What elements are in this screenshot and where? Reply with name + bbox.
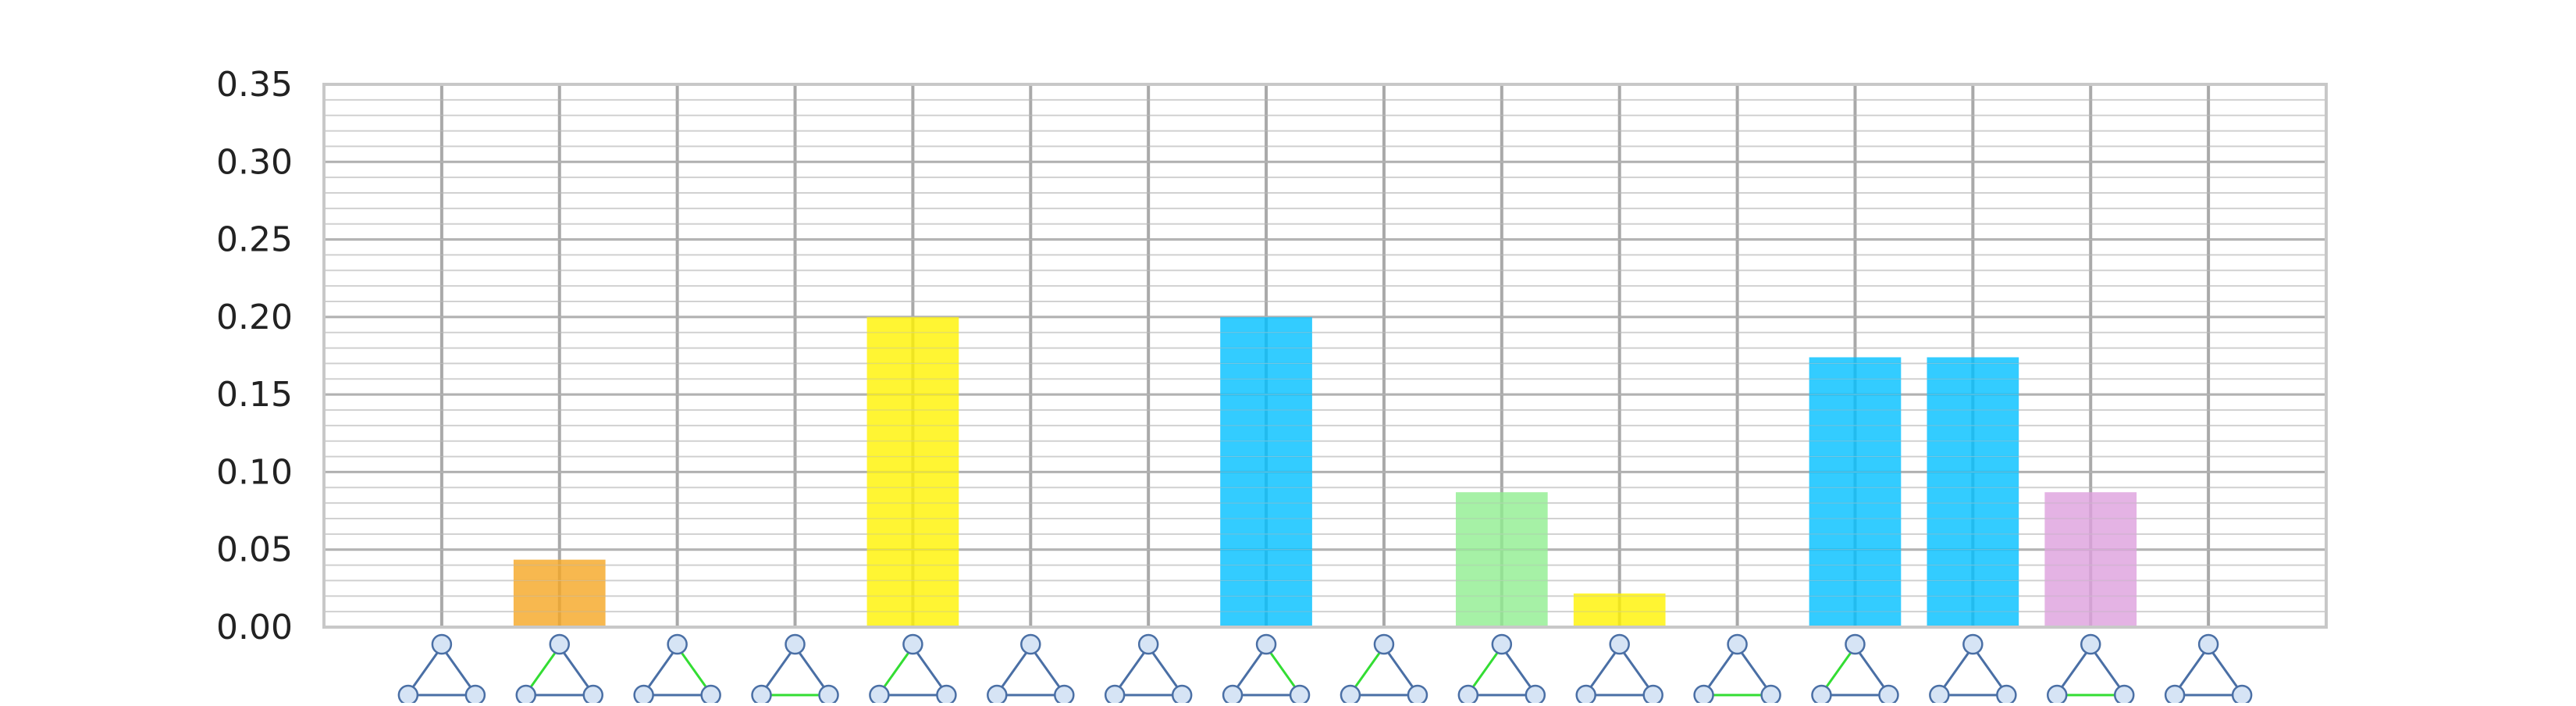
tick-icon-edge <box>1504 651 1532 688</box>
tick-icon-node <box>1962 633 1984 655</box>
tick-icon-node <box>2197 633 2219 655</box>
tick-icon-node <box>1525 684 1546 706</box>
bar <box>1455 492 1548 627</box>
tick-icon-edge <box>1825 651 1852 688</box>
tick-icon-node <box>1020 633 1041 655</box>
tick-icon-node <box>1255 633 1277 655</box>
y-tick-label: 0.00 <box>216 608 293 647</box>
tick-icon-node <box>785 633 806 655</box>
tick-icon-node <box>1878 684 1899 706</box>
tick-icon-node <box>582 684 604 706</box>
tick-icon-edge <box>1707 651 1735 688</box>
y-tick-label: 0.30 <box>216 142 293 182</box>
y-tick-label: 0.10 <box>216 452 293 492</box>
bar <box>1573 593 1666 627</box>
plot-frame <box>322 83 2328 629</box>
y-tick-label: 0.20 <box>216 298 293 337</box>
tick-icon-node <box>1457 684 1479 706</box>
tick-icon-node <box>397 684 419 706</box>
tick-icon-edge <box>1858 651 1885 688</box>
tick-icon-edge <box>529 651 557 688</box>
tick-icon-edge <box>2061 651 2088 688</box>
tick-icon-edge <box>1354 651 1382 688</box>
tick-icon-node <box>667 633 688 655</box>
bar <box>513 559 606 627</box>
tick-icon-node <box>2164 684 2186 706</box>
tick-icon-edge <box>1622 651 1649 688</box>
bar <box>1927 357 2019 627</box>
tick-icon-node <box>1642 684 1663 706</box>
tick-icon-node <box>700 684 721 706</box>
tick-icon-edge <box>916 651 943 688</box>
y-tick-label: 0.25 <box>216 220 293 260</box>
tick-icon-node <box>1693 684 1714 706</box>
tick-icon-edge <box>765 651 792 688</box>
tick-icon-edge <box>1589 651 1617 688</box>
tick-icon-node <box>549 633 571 655</box>
tick-icon-node <box>1373 633 1395 655</box>
tick-icon-node <box>751 684 772 706</box>
tick-icon-node <box>1929 684 1950 706</box>
tick-icon-node <box>515 684 537 706</box>
y-tick-label: 0.15 <box>216 375 293 415</box>
tick-icon-edge <box>2178 651 2206 688</box>
y-tick-label: 0.35 <box>216 65 293 105</box>
tick-icon-node <box>1137 633 1159 655</box>
bar <box>1809 357 1902 627</box>
tick-icon-edge <box>562 651 589 688</box>
tick-icon-edge <box>1151 651 1179 688</box>
tick-icon-node <box>818 684 839 706</box>
tick-icon-edge <box>444 651 472 688</box>
tick-icon-edge <box>1268 651 1297 688</box>
tick-icon-node <box>1727 633 1748 655</box>
tick-icon-node <box>1575 684 1596 706</box>
tick-icon-node <box>1054 684 1075 706</box>
tick-icon-edge <box>883 651 910 688</box>
tick-icon-node <box>936 684 957 706</box>
tick-icon-node <box>633 684 654 706</box>
tick-icon-edge <box>1740 651 1767 688</box>
tick-icon-edge <box>1976 651 2003 688</box>
tick-icon-node <box>869 684 890 706</box>
tick-icon-node <box>1845 633 1866 655</box>
tick-icon-node <box>1996 684 2017 706</box>
tick-icon-node <box>1491 633 1513 655</box>
y-tick-label: 0.05 <box>216 530 293 570</box>
bar <box>2044 492 2137 627</box>
tick-icon-node <box>2231 684 2253 706</box>
tick-icon-node <box>431 633 453 655</box>
tick-icon-node <box>1760 684 1781 706</box>
tick-icon-node <box>464 684 486 706</box>
tick-icon-node <box>2113 684 2135 706</box>
tick-icon-edge <box>411 651 439 688</box>
tick-icon-edge <box>1471 651 1500 688</box>
tick-icon-edge <box>1386 651 1414 688</box>
tick-icon-node <box>1340 684 1361 706</box>
tick-icon-node <box>1289 684 1311 706</box>
tick-icon-edge <box>2211 651 2239 688</box>
tick-icon-edge <box>2094 651 2121 688</box>
tick-icon-node <box>1171 684 1193 706</box>
tick-icon-node <box>2080 633 2101 655</box>
tick-icon-node <box>2046 684 2068 706</box>
tick-icon-edge <box>798 651 825 688</box>
tick-icon-node <box>1609 633 1630 655</box>
tick-icon-edge <box>1118 651 1146 688</box>
tick-icon-node <box>987 684 1008 706</box>
tick-icon-edge <box>1236 651 1264 688</box>
tick-icon-node <box>1407 684 1429 706</box>
tick-icon-edge <box>1943 651 1970 688</box>
tick-icon-node <box>1811 684 1832 706</box>
tick-icon-edge <box>647 651 674 688</box>
tick-icon-node <box>1104 684 1126 706</box>
tick-icon-edge <box>680 651 707 688</box>
tick-icon-edge <box>1034 651 1061 688</box>
tick-icon-node <box>1222 684 1244 706</box>
tick-icon-node <box>902 633 923 655</box>
tick-icon-edge <box>1001 651 1028 688</box>
